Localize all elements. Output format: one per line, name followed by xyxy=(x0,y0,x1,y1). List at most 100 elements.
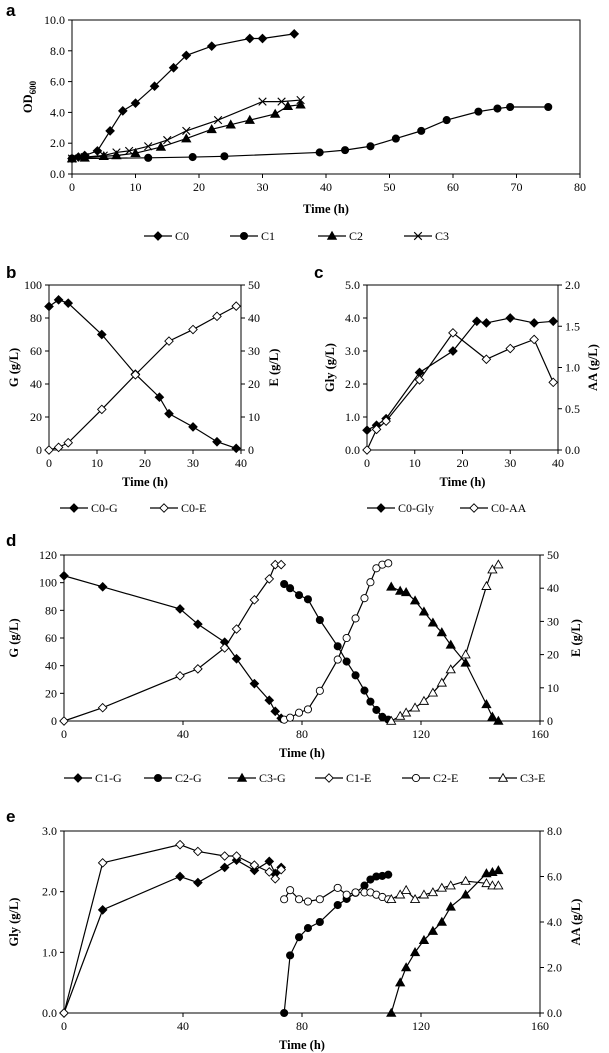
series-C3-G-point xyxy=(427,617,439,627)
y-tick-label: 8.0 xyxy=(50,44,65,58)
series-C1-G-point xyxy=(231,653,242,664)
series-C3-point xyxy=(277,97,286,106)
series-C2-E-point xyxy=(333,655,342,664)
series-C1-E-point xyxy=(231,624,242,634)
x-tick-label: 20 xyxy=(457,456,469,470)
series-C1-G-point xyxy=(59,570,69,581)
y-tick-label: 3.0 xyxy=(345,344,360,358)
series-C1-point xyxy=(493,104,502,113)
series-C0-AA-point xyxy=(548,377,559,388)
series-C0-E-point xyxy=(44,445,54,455)
y-right-tick-label: 0.5 xyxy=(565,402,580,416)
legend-marker xyxy=(153,773,163,783)
series-C0-point xyxy=(117,106,128,116)
x-tick-label: 60 xyxy=(447,180,459,194)
series-C3-E-line xyxy=(390,564,499,722)
legend-item-C3: C3 xyxy=(404,229,449,243)
x-tick-label: 0 xyxy=(69,180,75,194)
series-C3-G-point xyxy=(493,715,504,725)
y-tick-label: 0.0 xyxy=(345,443,360,457)
series-C1-E-point xyxy=(193,664,203,674)
series-C1-E-point xyxy=(276,559,287,570)
series-C3-G-point xyxy=(487,711,498,721)
y-tick-label: 5.0 xyxy=(345,278,360,292)
series-C2-G xyxy=(280,580,393,724)
series-C3 xyxy=(67,95,305,163)
series-C1-AA-point xyxy=(193,846,203,857)
legend-item-C2-G: C2-G xyxy=(144,771,202,785)
series-C1-point xyxy=(544,102,553,112)
y-tick-label: 4.0 xyxy=(50,105,65,119)
y-tick-label: 2.0 xyxy=(50,136,65,150)
x-tick-label: 160 xyxy=(531,727,549,741)
x-axis-label: Time (h) xyxy=(279,746,325,760)
series-C3-E-point xyxy=(481,580,492,590)
series-C3-G-point xyxy=(409,595,421,605)
series-C3-AA-point xyxy=(394,889,406,899)
series-C3-G-point xyxy=(445,639,456,649)
x-tick-label: 80 xyxy=(296,727,308,741)
series-C3-point xyxy=(67,154,77,163)
panel-d: d0 40 80 120 16002040608010012001020304050Ti… xyxy=(6,531,583,785)
legend-marker xyxy=(413,231,423,241)
series-C3-AA-point xyxy=(418,889,430,899)
y-tick-label: 20 xyxy=(45,686,57,700)
series-C3-E-point xyxy=(386,715,397,725)
y-right-tick-label: 40 xyxy=(547,581,559,595)
y-right-axis-label: AA (g/L) xyxy=(569,899,583,946)
series-C1-G xyxy=(59,570,287,724)
series-C3-AA-point xyxy=(409,893,421,903)
series-C3-point xyxy=(80,152,89,162)
series-C0-G-point xyxy=(96,329,107,340)
series-C1-E xyxy=(59,559,287,726)
x-tick-label: 120 xyxy=(412,1019,430,1033)
series-C1-point xyxy=(220,152,229,161)
legend-label: C0-Gly xyxy=(398,501,434,515)
y-tick-label: 3.0 xyxy=(42,824,57,838)
series-C3-E-point xyxy=(400,707,412,717)
series-C1-point xyxy=(315,148,324,157)
series-C3-line xyxy=(71,99,301,160)
series-C2-G-point xyxy=(333,642,342,651)
y-right-tick-label: 0 xyxy=(248,443,254,457)
series-C1-AA-point xyxy=(270,873,281,884)
series-C0-G-line xyxy=(48,299,237,449)
series-C0-G-point xyxy=(212,436,222,447)
series-C3-G-point xyxy=(460,657,471,667)
series-C1-AA-point xyxy=(264,867,275,877)
series-C0-AA-point xyxy=(529,334,539,345)
series-C0-point xyxy=(92,146,103,156)
series-C1-point xyxy=(417,126,426,135)
x-axis-label: Time (h) xyxy=(440,475,486,489)
series-C0-Gly-point xyxy=(505,313,516,323)
series-C0-Gly-point xyxy=(548,316,559,327)
series-C3-point xyxy=(296,95,305,105)
x-tick-label: 40 xyxy=(320,180,332,194)
series-C0-G-point xyxy=(164,408,174,419)
y-right-tick-label: 50 xyxy=(248,278,260,292)
series-C1-E-point xyxy=(249,594,260,605)
series-C0-G-point xyxy=(63,298,74,308)
series-C1-point xyxy=(442,116,451,125)
x-tick-label: 20 xyxy=(139,456,151,470)
series-C2-G-point xyxy=(351,671,360,680)
series-C0 xyxy=(67,29,300,164)
series-C2-E-point xyxy=(294,708,304,717)
series-C3-G-point xyxy=(400,587,412,597)
panel-c: c0 10 20 30 400.01.02.03.04.05.00.00.51.01.5… xyxy=(314,263,600,515)
series-C1-Gly-point xyxy=(175,871,185,882)
series-C1-E-point xyxy=(175,671,185,681)
series-C0-point xyxy=(168,62,179,73)
y-right-axis-label: AA (g/L) xyxy=(586,344,600,391)
series-C3-point xyxy=(258,97,267,106)
series-C0-G-point xyxy=(44,301,54,312)
y-right-tick-label: 2.0 xyxy=(565,278,580,292)
legend-label: C3-E xyxy=(520,771,545,785)
y-right-tick-label: 20 xyxy=(547,648,559,662)
y-tick-label: 1.0 xyxy=(42,945,57,959)
series-C3-Gly-point xyxy=(436,916,448,926)
series-C3-AA-point xyxy=(460,875,471,885)
series-C2-E-point xyxy=(303,705,313,714)
series-C3-Gly-point xyxy=(394,977,406,987)
